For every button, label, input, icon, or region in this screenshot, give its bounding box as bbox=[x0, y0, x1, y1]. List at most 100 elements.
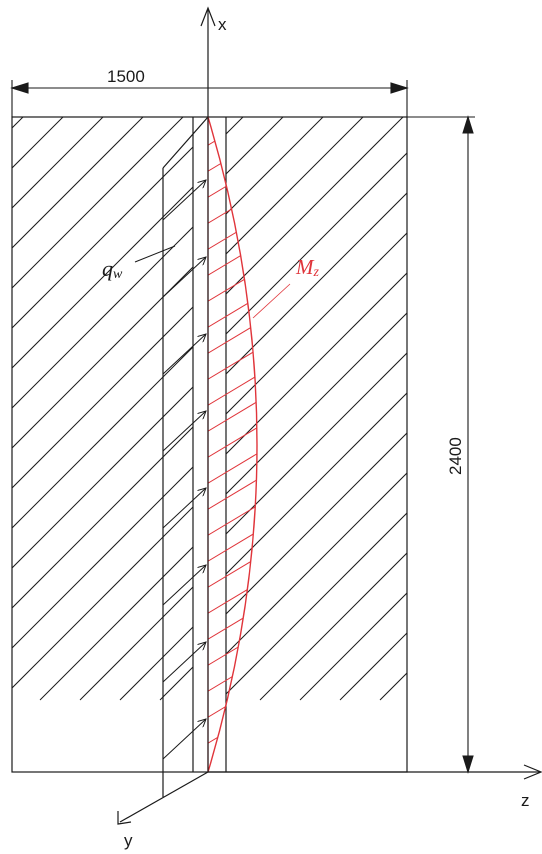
moment-hatch-line bbox=[208, 595, 257, 645]
moment-hatch-line bbox=[208, 205, 257, 255]
wall-outline bbox=[11, 116, 408, 773]
hatch-line bbox=[226, 232, 407, 415]
hatch-line bbox=[280, 0, 542, 700]
hatch-line bbox=[12, 186, 193, 369]
moment-hatch-line bbox=[208, 257, 257, 307]
moment-hatch-line bbox=[208, 543, 257, 593]
hatch-line bbox=[226, 152, 407, 335]
hatch-line bbox=[226, 512, 407, 695]
moment-hatch-line bbox=[208, 309, 257, 359]
hatch-line bbox=[12, 306, 193, 489]
moment-hatch-line bbox=[208, 699, 257, 749]
hatch-line bbox=[12, 426, 193, 609]
axes bbox=[117, 6, 542, 825]
load-plane bbox=[162, 116, 209, 797]
load-arrow bbox=[162, 719, 206, 760]
moment-hatch-line bbox=[208, 127, 257, 177]
load-arrow bbox=[162, 642, 206, 683]
hatch-line bbox=[299, 592, 407, 701]
load-label: qw bbox=[102, 256, 123, 282]
load-arrow bbox=[162, 257, 206, 298]
moment-diagram bbox=[207, 116, 291, 773]
y-axis-line bbox=[119, 771, 209, 823]
hatch-line bbox=[226, 117, 364, 255]
hatch-line bbox=[200, 0, 542, 700]
load-subscript: w bbox=[113, 267, 123, 282]
hatch-line bbox=[159, 666, 193, 701]
moment-leader bbox=[252, 283, 291, 319]
moment-hatch-line bbox=[208, 231, 257, 281]
moment-hatch-line bbox=[208, 387, 257, 437]
load-arrow bbox=[162, 334, 206, 375]
moment-hatch-line bbox=[208, 153, 257, 203]
height-dimension bbox=[407, 115, 475, 774]
load-arrow bbox=[162, 565, 206, 606]
wall-panel bbox=[11, 116, 408, 773]
width-dim-arrow-right bbox=[390, 82, 409, 94]
moment-hatch-line bbox=[208, 439, 257, 489]
moment-hatch-line bbox=[208, 283, 257, 333]
moment-hatch-line bbox=[208, 179, 257, 229]
x-axis-label: x bbox=[218, 15, 227, 34]
moment-hatch-line bbox=[208, 647, 257, 697]
moment-hatch-line bbox=[208, 517, 257, 567]
hatch-line bbox=[0, 0, 100, 700]
hatch-line bbox=[226, 312, 407, 495]
hatch-line bbox=[12, 226, 193, 409]
moment-hatch-line bbox=[208, 491, 257, 541]
hatch-line bbox=[226, 272, 407, 455]
moment-hatch-line bbox=[208, 673, 257, 723]
hatch-right bbox=[0, 0, 407, 701]
load-arrow bbox=[162, 180, 206, 221]
hatch-line bbox=[226, 192, 407, 375]
y-axis-arrowhead bbox=[117, 811, 132, 825]
hatch-line bbox=[12, 506, 193, 689]
load-symbol: q bbox=[102, 256, 113, 281]
moment-hatch-line bbox=[208, 413, 257, 463]
hatch-line bbox=[12, 466, 193, 649]
moment-hatch bbox=[208, 117, 257, 772]
moment-label: Mz bbox=[295, 255, 320, 280]
moment-hatch-line bbox=[208, 465, 257, 515]
width-dimension bbox=[10, 80, 409, 117]
hatch-line bbox=[226, 117, 284, 175]
moment-curve bbox=[207, 116, 258, 773]
width-dimension-value: 1500 bbox=[107, 67, 145, 86]
hatch-line bbox=[226, 472, 407, 655]
hatch-line bbox=[119, 626, 193, 701]
height-dim-arrow-bottom bbox=[462, 755, 474, 774]
moment-hatch-line bbox=[208, 361, 257, 411]
hatch-line bbox=[12, 117, 144, 249]
hatch-line bbox=[0, 0, 320, 700]
hatch-line bbox=[226, 352, 407, 535]
moment-subscript: z bbox=[313, 265, 320, 280]
hatch-line bbox=[226, 117, 244, 135]
z-axis-arrowhead bbox=[523, 764, 542, 780]
hatch-left bbox=[0, 0, 542, 701]
load-arrows bbox=[162, 180, 206, 760]
y-axis-label: y bbox=[124, 831, 133, 850]
height-dim-arrow-top bbox=[462, 115, 474, 134]
hatch-line bbox=[39, 546, 193, 701]
load-arrow bbox=[162, 411, 206, 452]
x-axis-arrowhead bbox=[200, 6, 216, 27]
moment-hatch-line bbox=[208, 621, 257, 671]
hatch-line bbox=[12, 266, 193, 449]
hatch-line bbox=[12, 386, 193, 569]
hatch-line bbox=[12, 117, 64, 169]
moment-hatch-line bbox=[208, 335, 257, 385]
width-dim-arrow-left bbox=[10, 82, 29, 94]
hatch-line bbox=[259, 552, 407, 701]
height-dimension-value: 2400 bbox=[446, 437, 465, 475]
hatch-line bbox=[226, 117, 324, 215]
hatch-line bbox=[226, 392, 407, 575]
hatch-line bbox=[226, 432, 407, 615]
load-leader bbox=[134, 245, 176, 263]
moment-hatch-line bbox=[208, 725, 257, 772]
hatch-line bbox=[12, 146, 193, 329]
load-arrow bbox=[162, 488, 206, 529]
moment-symbol: M bbox=[295, 255, 315, 279]
z-axis-label: z bbox=[521, 791, 530, 810]
hatch-line bbox=[12, 346, 193, 529]
